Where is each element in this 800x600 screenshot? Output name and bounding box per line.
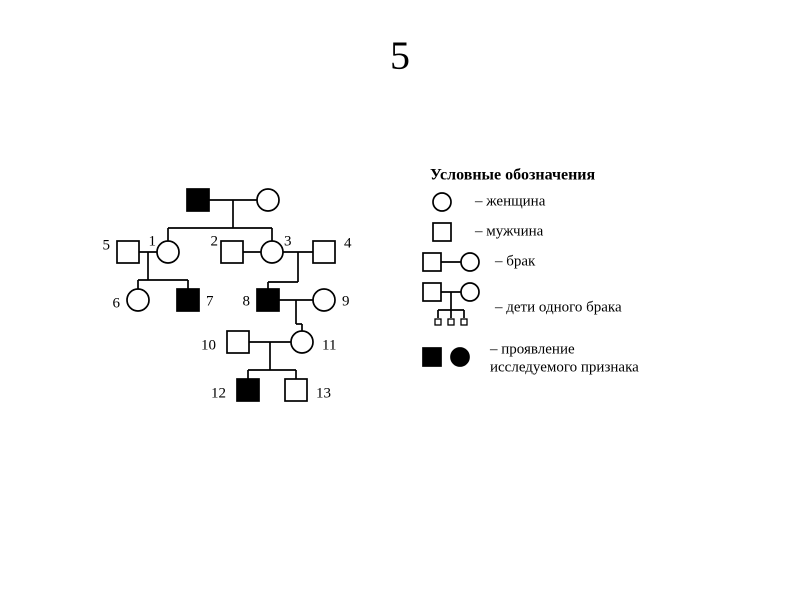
legend-heading: Условные обозначения: [430, 167, 596, 184]
legend-label-children: – дети одного брака: [494, 299, 622, 315]
legend-label-marriage: – брак: [494, 253, 536, 269]
legend-label-affected-2: исследуемого признака: [490, 359, 639, 375]
legend: Условные обозначения – женщина – мужчина – …: [0, 0, 800, 600]
legend-label-affected-1: – проявление: [489, 341, 575, 357]
legend-label-male: – мужчина: [474, 223, 544, 239]
legend-label-female: – женщина: [474, 193, 546, 209]
